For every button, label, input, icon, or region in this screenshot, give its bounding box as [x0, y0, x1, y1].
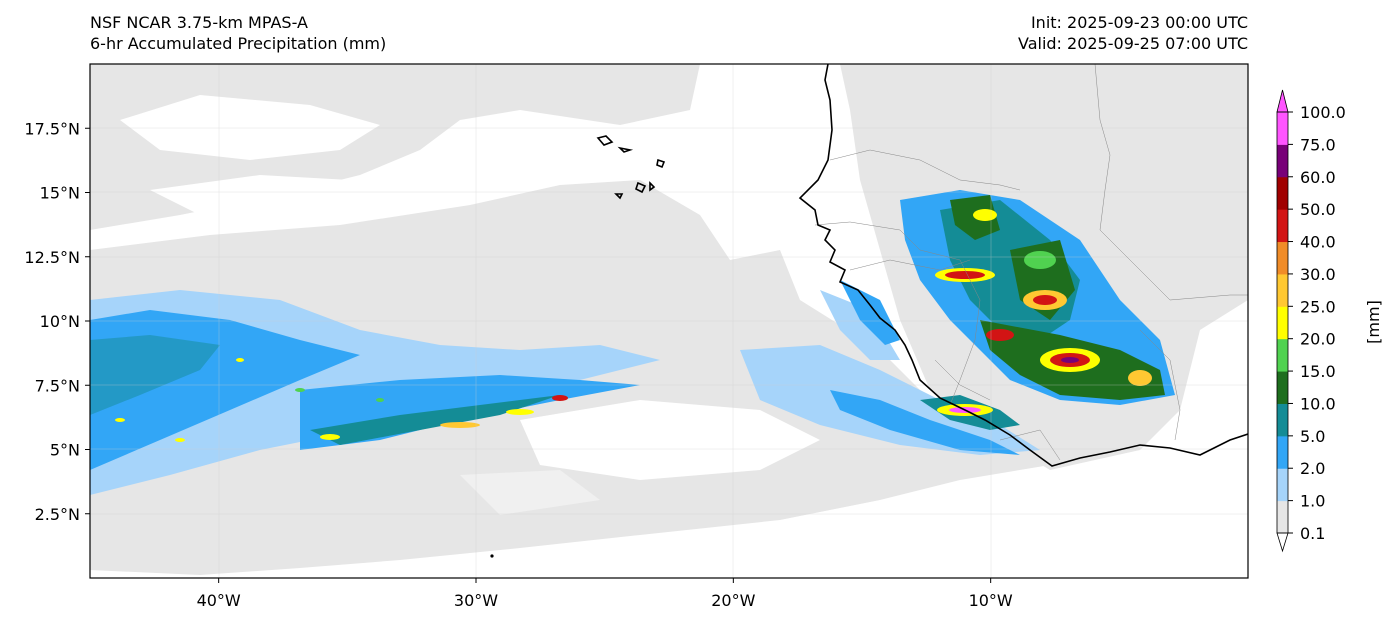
- map-area: [90, 64, 1248, 578]
- y-tick-label: 12.5°N: [24, 248, 80, 267]
- colorbar-frame: [1276, 111, 1289, 534]
- colorbar-swatch: [1277, 435, 1288, 469]
- colorbar-max-extension: [1276, 89, 1289, 113]
- island-dot: [490, 554, 494, 558]
- colorbar: 0.1 1.0 2.0 5.0 10.0 15.0 20.0 25.0 30.0 40.0 50.0…: [1276, 89, 1346, 553]
- colorbar-tick-label: 1.0: [1300, 492, 1325, 511]
- y-tick-label: 7.5°N: [35, 376, 80, 395]
- colorbar-swatch: [1277, 306, 1288, 340]
- colorbar-swatch: [1277, 371, 1288, 404]
- colorbar-swatch: [1277, 500, 1288, 534]
- colorbar-tick-label: 60.0: [1300, 168, 1336, 187]
- map-gridlines: [90, 64, 1248, 578]
- field-name: 6-hr Accumulated Precipitation (mm): [90, 34, 387, 53]
- colorbar-swatch: [1277, 144, 1288, 178]
- x-tick-label: 40°W: [197, 591, 241, 610]
- colorbar-swatch: [1277, 209, 1288, 243]
- colorbar-tick-label: 25.0: [1300, 297, 1336, 316]
- x-axis-ticks: 40°W 30°W 20°W 10°W: [197, 578, 1013, 610]
- colorbar-tick-label: 40.0: [1300, 233, 1336, 252]
- colorbar-tick-label: 50.0: [1300, 200, 1336, 219]
- colorbar-tick-label: 2.0: [1300, 459, 1325, 478]
- colorbar-tick-label: 75.0: [1300, 135, 1336, 154]
- colorbar-tick-label: 100.0: [1300, 103, 1346, 122]
- valid-time: Valid: 2025-09-25 07:00 UTC: [1017, 34, 1248, 53]
- colorbar-swatch: [1277, 273, 1288, 307]
- colorbar-swatch: [1277, 338, 1288, 372]
- country-borders: [814, 64, 1248, 461]
- y-tick-label: 2.5°N: [35, 505, 80, 524]
- y-tick-label: 17.5°N: [24, 119, 80, 138]
- y-tick-label: 5°N: [50, 441, 80, 460]
- intense-cells: [115, 209, 1152, 442]
- colorbar-swatch: [1277, 112, 1288, 145]
- colorbar-swatch: [1277, 176, 1288, 210]
- colorbar-swatch: [1277, 468, 1288, 502]
- colorbar-tick-label: 15.0: [1300, 362, 1336, 381]
- map-title-right: Init: 2025-09-23 00:00 UTC Valid: 2025-0…: [1018, 12, 1248, 54]
- x-tick-label: 30°W: [454, 591, 498, 610]
- x-tick-label: 20°W: [711, 591, 755, 610]
- x-tick-label: 10°W: [969, 591, 1013, 610]
- y-tick-label: 10°N: [40, 312, 80, 331]
- colorbar-tick-label: 20.0: [1300, 330, 1336, 349]
- colorbar-unit-label: [mm]: [1364, 300, 1383, 344]
- y-tick-label: 15°N: [40, 184, 80, 203]
- colorbar-min-extension: [1276, 532, 1289, 553]
- init-time: Init: 2025-09-23 00:00 UTC: [1030, 13, 1248, 32]
- colorbar-swatch: [1277, 241, 1288, 275]
- y-axis-ticks: 2.5°N 5°N 7.5°N 10°N 12.5°N 15°N 17.5°N: [24, 119, 90, 524]
- coastlines: [596, 64, 1248, 467]
- colorbar-swatch: [1277, 403, 1288, 437]
- cape-verde-islands: [596, 135, 666, 200]
- colorbar-tick-label: 10.0: [1300, 394, 1336, 413]
- map-title-left: NSF NCAR 3.75-km MPAS-A 6-hr Accumulated…: [90, 12, 386, 54]
- colorbar-tick-label: 0.1: [1300, 524, 1325, 543]
- colorbar-tick-label: 30.0: [1300, 265, 1336, 284]
- model-name: NSF NCAR 3.75-km MPAS-A: [90, 13, 308, 32]
- colorbar-tick-label: 5.0: [1300, 427, 1325, 446]
- west-africa-coast: [798, 64, 1248, 467]
